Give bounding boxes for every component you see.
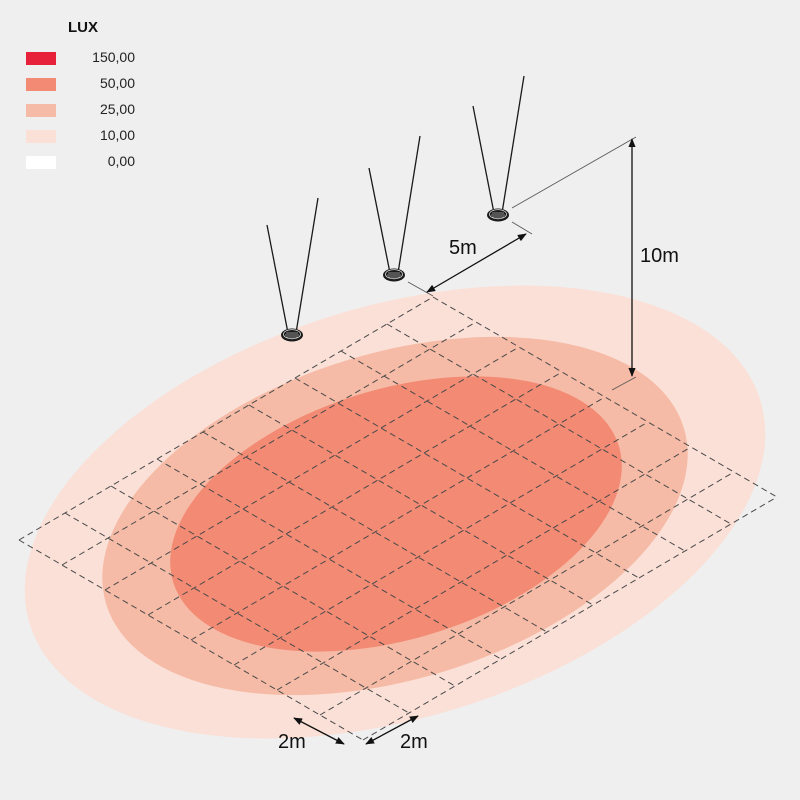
- grid-label-right: 2m: [400, 731, 428, 753]
- legend-swatch-150: [26, 52, 56, 65]
- legend-row-25: 25,00: [26, 100, 136, 126]
- legend-swatch-10: [26, 130, 56, 143]
- legend-swatch-0: [26, 156, 56, 169]
- legend-value-150: 150,00: [92, 49, 135, 65]
- legend-row-50: 50,00: [26, 74, 136, 100]
- legend-value-10: 10,00: [99, 127, 135, 143]
- legend-swatch-50: [26, 78, 56, 91]
- isolux-zones: [24, 285, 766, 739]
- zone-50-lux: [170, 376, 622, 652]
- legend-row-0: 0,00: [26, 152, 136, 178]
- legend-swatch-25: [26, 104, 56, 117]
- legend-value-25: 25,00: [99, 101, 135, 117]
- spacing-dimension: 5m: [407, 221, 533, 297]
- legend-value-0: 0,00: [107, 153, 135, 169]
- high-bay-light-icon: [280, 328, 304, 342]
- grid-label-left: 2m: [278, 731, 306, 753]
- legend-row-10: 10,00: [26, 126, 136, 152]
- lux-legend: LUX 150,00 50,00 25,00 10,00 0,00: [26, 18, 136, 178]
- grid-dimensions: 2m 2m: [278, 715, 428, 753]
- legend-row-150: 150,00: [26, 48, 136, 74]
- floor-grid: [18, 296, 778, 741]
- high-bay-light-icon: [486, 208, 510, 222]
- spacing-label: 5m: [449, 237, 477, 259]
- height-dimension: 10m: [511, 136, 679, 391]
- suspension-cables: [266, 75, 525, 334]
- legend-title: LUX: [68, 19, 98, 36]
- legend-value-50: 50,00: [99, 75, 135, 91]
- high-bay-light-icon: [382, 268, 406, 282]
- height-label: 10m: [640, 245, 679, 267]
